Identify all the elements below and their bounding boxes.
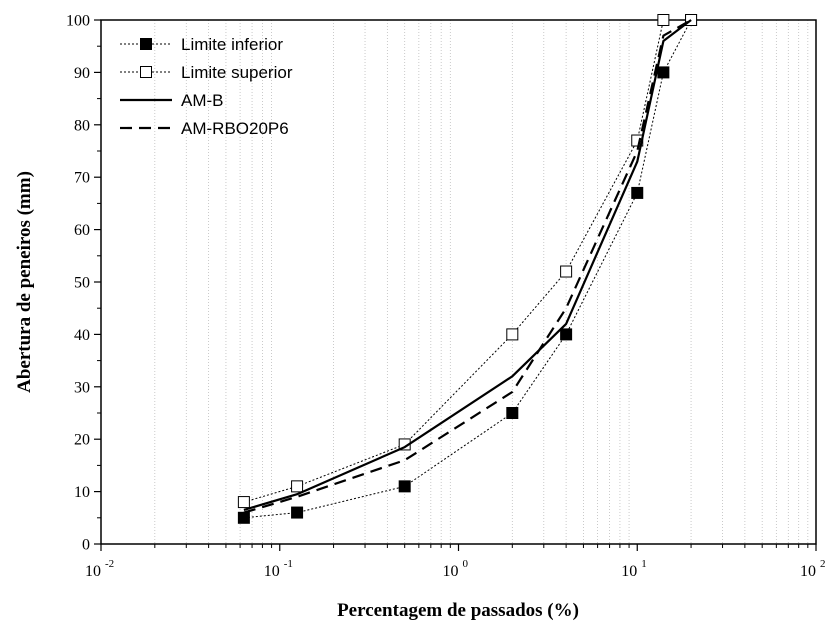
legend-label: Limite superior [181,63,293,82]
y-tick-label: 0 [82,537,90,554]
filled-square-marker [140,38,152,50]
y-tick-label: 50 [74,275,90,292]
series-limite-superior [237,14,698,509]
y-tick-label: 100 [66,13,90,30]
x-tick-label: 10 [264,563,280,580]
filled-square-marker [560,328,573,341]
series-limite-inferior [237,14,698,524]
filled-square-marker [237,511,250,524]
legend-label: AM-RBO20P6 [181,119,289,138]
filled-square-marker [657,66,670,79]
series-line [243,19,692,503]
legend-label: Limite inferior [181,35,283,54]
series-am-b [243,19,692,511]
filled-square-marker [291,506,304,519]
x-tick-exponent: 2 [820,558,826,570]
y-tick-label: 70 [74,170,90,187]
legend: Limite inferior Limite superior AM-B AM-RBO… [120,35,293,138]
open-square-marker [506,328,519,341]
open-square-marker [657,14,670,26]
open-square-marker [237,496,250,509]
x-tick-exponent: -2 [105,558,114,570]
y-tick-label: 40 [74,327,90,344]
y-tick-label: 80 [74,117,90,134]
series-line [243,19,692,519]
y-tick-label: 60 [74,222,90,239]
x-axis-title: Percentagem de passados (%) [337,600,579,621]
x-tick-label: 10 [85,563,101,580]
filled-square-marker [506,407,519,419]
open-square-marker [560,265,573,278]
filled-square-marker [398,480,411,493]
x-tick-exponent: 1 [641,558,647,570]
series-line [243,19,692,514]
x-tick-label: 10 [443,563,459,580]
open-square-marker [291,480,304,493]
x-tick-exponent: -1 [284,558,293,570]
series-am-rbo20p6 [243,19,692,514]
y-tick-label: 10 [74,484,90,501]
x-tick-label: 10 [800,563,816,580]
filled-square-marker [631,186,644,199]
y-axis-title: Abertura de peneiros (mm) [14,171,35,393]
x-tick-label: 10 [621,563,637,580]
series-group [237,14,698,524]
series-line [243,19,692,511]
y-tick-label: 20 [74,432,90,449]
open-square-marker [140,66,152,78]
x-minor-gridlines [154,20,809,544]
legend-label: AM-B [181,91,224,110]
y-tick-label: 30 [74,379,90,396]
x-tick-exponent: 0 [463,558,469,570]
y-tick-label: 90 [74,65,90,82]
